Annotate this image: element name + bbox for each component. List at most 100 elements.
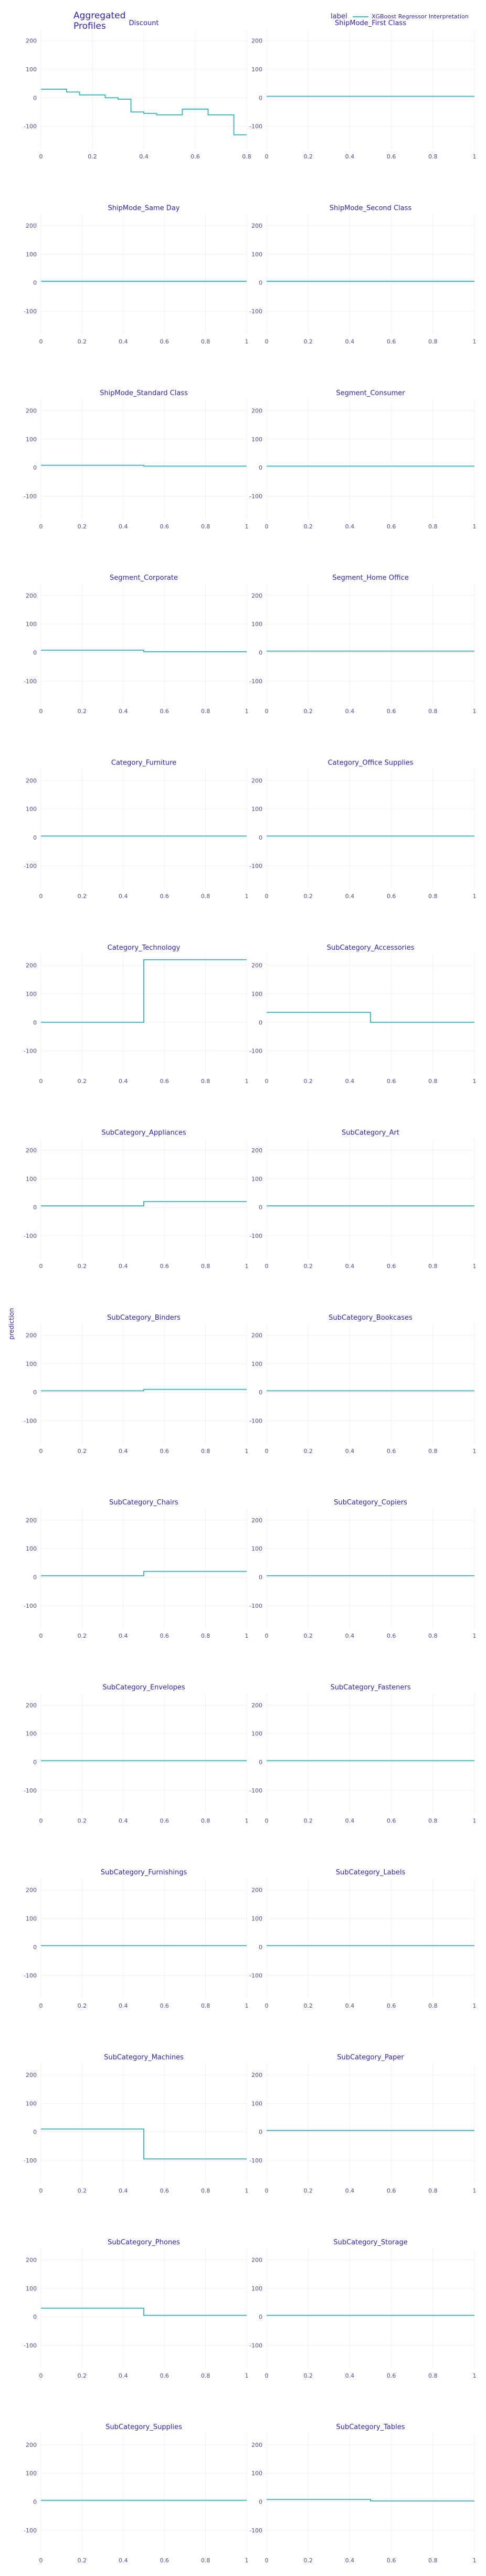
x-tick-label: 0.8 — [428, 1448, 438, 1455]
panel-title: ShipMode_Standard Class — [100, 389, 188, 397]
x-tick-label: 0.6 — [387, 1818, 396, 1825]
panel-title: SubCategory_Chairs — [109, 1499, 178, 1507]
x-tick-label: 0.6 — [160, 2187, 169, 2194]
y-tick-label: 0 — [259, 94, 262, 101]
x-tick-label: 0.4 — [345, 1078, 355, 1085]
y-tick-label: 0 — [33, 1944, 37, 1950]
x-tick-label: 0.2 — [78, 2187, 87, 2194]
y-tick-label: 200 — [251, 222, 262, 229]
y-tick-label: 0 — [259, 1204, 262, 1211]
x-tick-label: 0.6 — [387, 708, 396, 715]
x-tick-label: 0.2 — [88, 153, 97, 160]
x-tick-label: 0 — [39, 2372, 43, 2379]
panel-title: SubCategory_Art — [342, 1129, 399, 1137]
x-tick-label: 0.4 — [139, 153, 149, 160]
x-tick-label: 0.2 — [303, 1078, 313, 1085]
x-tick-label: 1 — [473, 1818, 477, 1825]
x-tick-label: 0.6 — [160, 338, 169, 345]
y-tick-label: 200 — [251, 2072, 262, 2079]
x-tick-label: 0.2 — [303, 523, 313, 530]
x-tick-label: 1 — [473, 1263, 477, 1269]
x-tick-label: 0 — [39, 1078, 43, 1085]
y-tick-label: 0 — [259, 1019, 262, 1026]
x-tick-label: 0 — [265, 1818, 269, 1825]
x-tick-label: 0.8 — [428, 893, 438, 900]
x-tick-label: 0.4 — [345, 2187, 355, 2194]
x-tick-label: 0.2 — [78, 523, 87, 530]
panel-title: SubCategory_Paper — [337, 2053, 404, 2061]
x-tick-label: 1 — [473, 153, 477, 160]
x-tick-label: 0 — [265, 2002, 269, 2009]
y-tick-label: 0 — [33, 280, 37, 287]
y-tick-label: 100 — [251, 1361, 262, 1367]
x-tick-label: 1 — [245, 1078, 249, 1085]
x-tick-label: 0.4 — [345, 2002, 355, 2009]
x-tick-label: 0.8 — [201, 893, 210, 900]
x-tick-label: 1 — [473, 708, 477, 715]
x-tick-label: 0.2 — [303, 338, 313, 345]
y-tick-label: 200 — [26, 1517, 37, 1524]
x-tick-label: 0.4 — [345, 1818, 355, 1825]
y-tick-label: 100 — [26, 991, 37, 998]
x-tick-label: 0 — [265, 1632, 269, 1639]
panel-title: Segment_Home Office — [332, 574, 408, 582]
x-tick-label: 0.2 — [78, 338, 87, 345]
chart-title: Aggregated Profiles — [73, 10, 126, 31]
x-tick-label: 0.8 — [201, 2372, 210, 2379]
x-tick-label: 0 — [39, 153, 43, 160]
panel-title: ShipMode_Same Day — [108, 204, 180, 212]
y-tick-label: 200 — [251, 592, 262, 599]
y-tick-label: 0 — [33, 1204, 37, 1211]
x-tick-label: 0.6 — [160, 1263, 169, 1269]
x-tick-label: 0.8 — [201, 338, 210, 345]
series-line — [267, 2499, 474, 2501]
y-tick-label: 0 — [33, 1759, 37, 1766]
y-tick-label: 0 — [259, 1389, 262, 1396]
x-tick-label: 0.8 — [428, 2557, 438, 2564]
panel-title: SubCategory_Copiers — [334, 1499, 407, 1507]
x-tick-label: 0.8 — [428, 338, 438, 345]
x-tick-label: 0 — [265, 2557, 269, 2564]
x-tick-label: 0.6 — [160, 1448, 169, 1455]
x-tick-label: 0.4 — [345, 338, 355, 345]
x-tick-label: 0 — [39, 523, 43, 530]
x-tick-label: 1 — [473, 1078, 477, 1085]
x-tick-label: 0.4 — [345, 1448, 355, 1455]
x-tick-label: 1 — [245, 2002, 249, 2009]
x-tick-label: 0.4 — [119, 2002, 128, 2009]
x-tick-label: 0.6 — [387, 893, 396, 900]
x-tick-label: 0.2 — [303, 2372, 313, 2379]
x-tick-label: 0.4 — [119, 523, 128, 530]
y-tick-label: 0 — [259, 1574, 262, 1581]
x-tick-label: 1 — [245, 893, 249, 900]
x-tick-label: 1 — [245, 1448, 249, 1455]
y-tick-label: 200 — [26, 1147, 37, 1154]
y-tick-label: 100 — [251, 436, 262, 443]
y-tick-label: -100 — [24, 2157, 37, 2164]
series-line — [41, 464, 247, 467]
y-tick-label: 100 — [26, 1731, 37, 1737]
x-tick-label: 0.4 — [345, 708, 355, 715]
x-tick-label: 1 — [245, 1632, 249, 1639]
x-tick-label: 0.8 — [428, 1263, 438, 1269]
x-tick-label: 0 — [39, 1818, 43, 1825]
panel-title: Category_Furniture — [111, 759, 176, 767]
y-tick-label: 200 — [251, 1147, 262, 1154]
y-tick-label: 100 — [26, 251, 37, 258]
series-line — [41, 1571, 247, 1576]
y-tick-label: 200 — [251, 1517, 262, 1524]
y-tick-label: 200 — [251, 2257, 262, 2264]
y-tick-label: 200 — [26, 1887, 37, 1894]
y-tick-label: -100 — [24, 308, 37, 315]
y-tick-label: 100 — [251, 991, 262, 998]
series-line — [41, 1201, 247, 1206]
y-tick-label: -100 — [24, 493, 37, 500]
x-tick-label: 1 — [245, 1818, 249, 1825]
x-tick-label: 0.8 — [201, 1263, 210, 1269]
x-tick-label: 0.4 — [345, 893, 355, 900]
x-tick-label: 1 — [473, 1448, 477, 1455]
y-tick-label: 100 — [26, 621, 37, 628]
x-tick-label: 0 — [265, 1078, 269, 1085]
x-tick-label: 1 — [245, 523, 249, 530]
